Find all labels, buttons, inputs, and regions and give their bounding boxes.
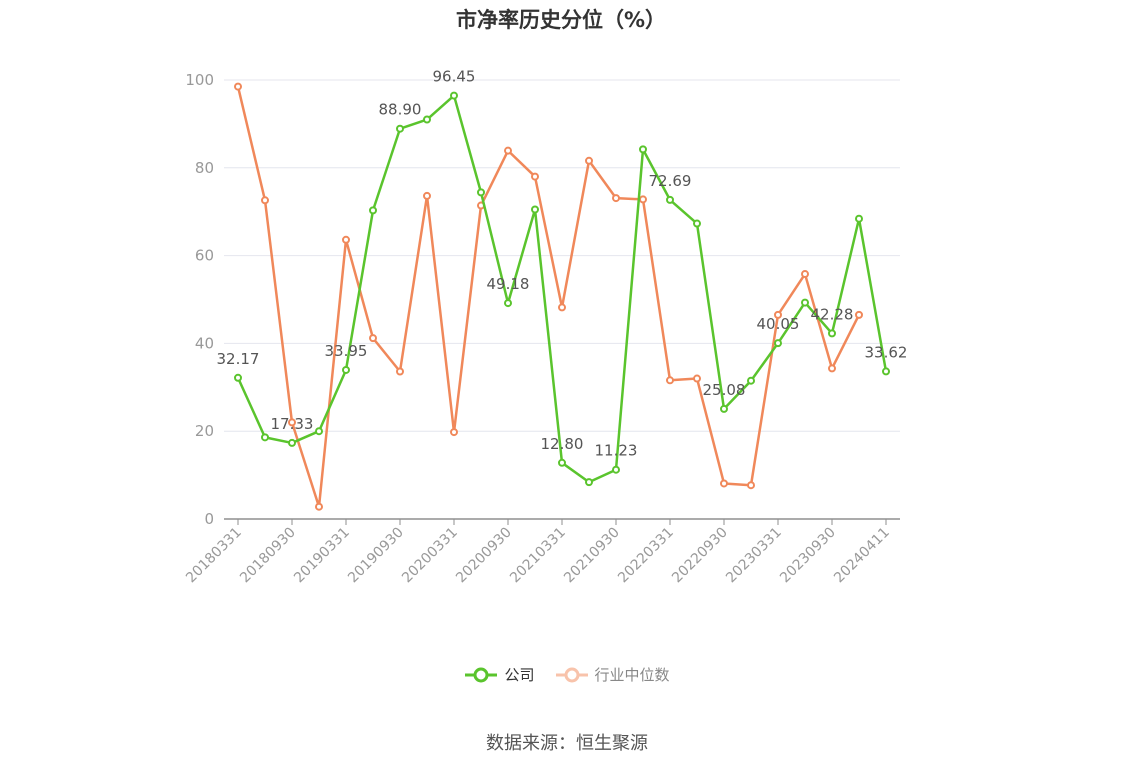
data-point xyxy=(261,196,269,205)
data-point xyxy=(369,206,377,215)
y-tick-label: 100 xyxy=(185,71,214,89)
data-point xyxy=(288,418,296,427)
legend: 公司 行业中位数 xyxy=(0,664,1134,685)
x-tick-label: 20200331 xyxy=(399,525,461,587)
x-tick-label: 20220930 xyxy=(669,525,731,587)
x-tick-label: 20230331 xyxy=(723,525,785,587)
grid-lines xyxy=(224,79,900,432)
data-point xyxy=(774,310,782,319)
data-point xyxy=(666,195,674,204)
data-point xyxy=(261,433,269,442)
data-label: 12.80 xyxy=(541,435,584,453)
data-point xyxy=(558,303,566,312)
data-point xyxy=(639,145,647,154)
data-label: 32.17 xyxy=(217,350,260,368)
data-point xyxy=(666,376,674,385)
data-point xyxy=(477,188,485,197)
data-label: 96.45 xyxy=(433,68,476,86)
y-tick-label: 60 xyxy=(195,247,214,265)
data-point xyxy=(693,219,701,228)
data-point xyxy=(720,404,728,413)
data-source-note: 数据来源：恒生聚源 xyxy=(486,733,648,754)
data-point xyxy=(342,365,350,374)
data-label: 42.28 xyxy=(811,305,854,323)
data-point xyxy=(234,82,242,91)
chart-title: 市净率历史分位（%） xyxy=(455,8,667,32)
data-point xyxy=(639,195,647,204)
data-point xyxy=(585,156,593,165)
y-tick-label: 20 xyxy=(195,422,214,440)
data-point xyxy=(855,214,863,223)
x-tick-label: 20210930 xyxy=(561,525,623,587)
x-tick-label: 20240411 xyxy=(831,525,893,587)
x-tick-label: 20190331 xyxy=(291,525,353,587)
data-point xyxy=(801,270,809,279)
data-point xyxy=(342,235,350,244)
x-tick-label: 20220331 xyxy=(615,525,677,587)
data-label: 72.69 xyxy=(649,172,692,190)
data-point xyxy=(882,367,890,376)
legend-line-marker-icon xyxy=(555,667,588,682)
legend-item-company[interactable]: 公司 xyxy=(464,664,535,685)
data-point xyxy=(234,373,242,382)
data-label: 25.08 xyxy=(703,381,746,399)
data-label: 33.95 xyxy=(325,342,368,360)
data-point xyxy=(693,374,701,383)
y-tick-label: 40 xyxy=(195,334,214,352)
data-point xyxy=(396,367,404,376)
data-point xyxy=(504,299,512,308)
y-tick-label: 0 xyxy=(204,510,214,528)
data-point xyxy=(315,502,323,511)
legend-label: 行业中位数 xyxy=(594,666,670,684)
data-point xyxy=(747,376,755,385)
data-point xyxy=(369,334,377,343)
data-point xyxy=(423,191,431,200)
x-tick-label: 20190930 xyxy=(345,525,407,587)
data-point xyxy=(450,91,458,100)
data-point xyxy=(801,298,809,307)
data-point xyxy=(396,124,404,133)
data-point xyxy=(585,478,593,487)
data-label: 40.05 xyxy=(757,315,800,333)
x-tick-label: 20180331 xyxy=(183,525,245,587)
data-point xyxy=(855,310,863,319)
data-label: 11.23 xyxy=(595,442,638,460)
data-point xyxy=(504,146,512,155)
series-line xyxy=(236,86,861,508)
data-point xyxy=(315,427,323,436)
legend-item-industry-median[interactable]: 行业中位数 xyxy=(555,664,670,685)
data-point xyxy=(450,428,458,437)
legend-label: 公司 xyxy=(504,666,535,684)
x-tick-label: 20180930 xyxy=(237,525,299,587)
series-line xyxy=(236,94,888,484)
legend-line-marker-icon xyxy=(465,667,498,682)
data-point xyxy=(531,172,539,181)
data-label: 49.18 xyxy=(487,275,530,293)
data-point xyxy=(423,115,431,124)
data-point xyxy=(828,329,836,338)
data-point xyxy=(828,364,836,373)
series-group xyxy=(234,82,890,511)
data-label: 88.90 xyxy=(379,101,422,119)
x-tick-label: 20210331 xyxy=(507,525,569,587)
data-point xyxy=(558,458,566,467)
x-tick-label: 20200930 xyxy=(453,525,515,587)
y-tick-label: 80 xyxy=(195,159,214,177)
data-labels: 32.17 17.33 33.95 88.90 96.45 49.18 12.80 11.23… xyxy=(217,68,908,460)
data-label: 17.33 xyxy=(271,415,314,433)
data-point xyxy=(288,438,296,447)
data-point xyxy=(612,465,620,474)
data-point xyxy=(774,339,782,348)
data-point xyxy=(747,481,755,490)
data-point xyxy=(612,194,620,203)
x-tick-label: 20230930 xyxy=(777,525,839,587)
data-point xyxy=(531,205,539,214)
data-label: 33.62 xyxy=(865,343,908,361)
data-point xyxy=(720,479,728,488)
